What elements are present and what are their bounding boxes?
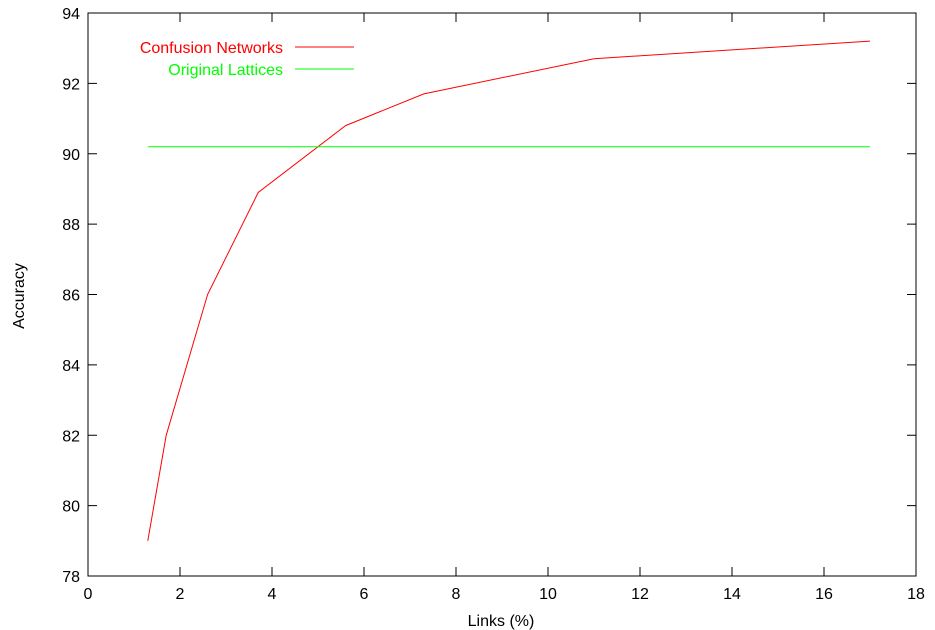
legend-label-confusion-networks: Confusion Networks — [140, 40, 283, 57]
x-tick-label: 4 — [268, 586, 277, 603]
legend: Confusion Networks Original Lattices — [140, 40, 354, 79]
plot-border — [87, 12, 917, 577]
y-tick-label: 80 — [62, 499, 80, 516]
x-tick-label: 8 — [452, 586, 461, 603]
series-line-confusion-networks — [147, 40, 871, 541]
axis-ticks: 0 2 4 6 8 10 12 14 16 18 78 80 82 84 86 88 90 92 94 — [62, 6, 925, 603]
x-tick-label: 16 — [815, 586, 833, 603]
y-tick-label: 84 — [62, 358, 80, 375]
x-tick-label: 10 — [539, 586, 557, 603]
y-tick-label: 88 — [62, 217, 80, 234]
series-layer — [147, 40, 871, 541]
x-tick-label: 2 — [176, 586, 185, 603]
y-tick-label: 92 — [62, 76, 80, 93]
y-tick-label: 90 — [62, 147, 80, 164]
y-tick-label: 94 — [62, 6, 80, 23]
y-tick-label: 86 — [62, 288, 80, 305]
y-axis-title: Accuracy — [11, 263, 28, 329]
legend-label-original-lattices: Original Lattices — [168, 62, 283, 79]
x-tick-label: 12 — [631, 586, 649, 603]
x-tick-label: 14 — [723, 586, 741, 603]
y-tick-label: 82 — [62, 428, 80, 445]
x-tick-label: 0 — [84, 586, 93, 603]
x-tick-label: 18 — [907, 586, 925, 603]
plot-frame — [87, 12, 917, 577]
y-tick-label: 78 — [62, 569, 80, 586]
x-tick-label: 6 — [360, 586, 369, 603]
x-axis-title: Links (%) — [468, 613, 535, 630]
